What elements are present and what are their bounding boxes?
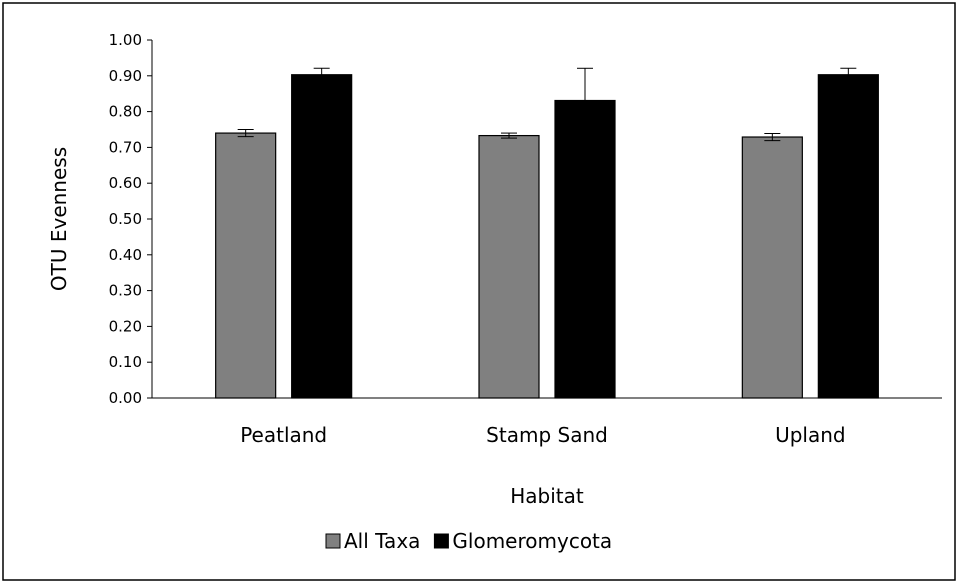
y-tick-label: 1.00 [109, 31, 142, 49]
y-tick-label: 0.70 [109, 138, 142, 156]
y-tick-label: 0.30 [109, 282, 142, 300]
y-tick-label: 0.50 [109, 210, 142, 228]
bar-glomeromycota [554, 99, 616, 399]
legend-label-all-taxa: All Taxa [344, 529, 420, 553]
y-tick-label: 0.80 [109, 103, 142, 121]
x-tick-label: Peatland [240, 423, 327, 447]
bar-all-taxa [741, 136, 803, 399]
x-tick-label: Stamp Sand [486, 423, 608, 447]
x-axis-category-labels: Peatland Stamp Sand Upland [240, 423, 845, 447]
x-axis-title: Habitat [510, 484, 584, 508]
bar-all-taxa [215, 132, 277, 399]
y-axis-ticks: 0.00 0.10 0.20 0.30 0.40 0.50 0.60 0.70 0.80 0.90… [109, 31, 152, 407]
legend-swatch-all-taxa [325, 533, 341, 549]
y-tick-label: 0.10 [109, 353, 142, 371]
bar-all-taxa [478, 134, 540, 399]
y-tick-label: 0.90 [109, 67, 142, 85]
bar-glomeromycota [817, 74, 879, 399]
bars-group [215, 74, 879, 399]
bar-glomeromycota [291, 74, 353, 399]
y-tick-label: 0.00 [109, 389, 142, 407]
y-tick-label: 0.40 [109, 246, 142, 264]
y-axis-title: OTU Evenness [47, 147, 71, 291]
legend-swatch-glomeromycota [433, 533, 449, 549]
x-tick-label: Upland [775, 423, 846, 447]
legend-label-glomeromycota: Glomeromycota [452, 529, 612, 553]
legend: All Taxa Glomeromycota [325, 529, 612, 553]
y-tick-label: 0.60 [109, 174, 142, 192]
y-tick-label: 0.20 [109, 317, 142, 335]
error-bars-group [237, 67, 857, 142]
